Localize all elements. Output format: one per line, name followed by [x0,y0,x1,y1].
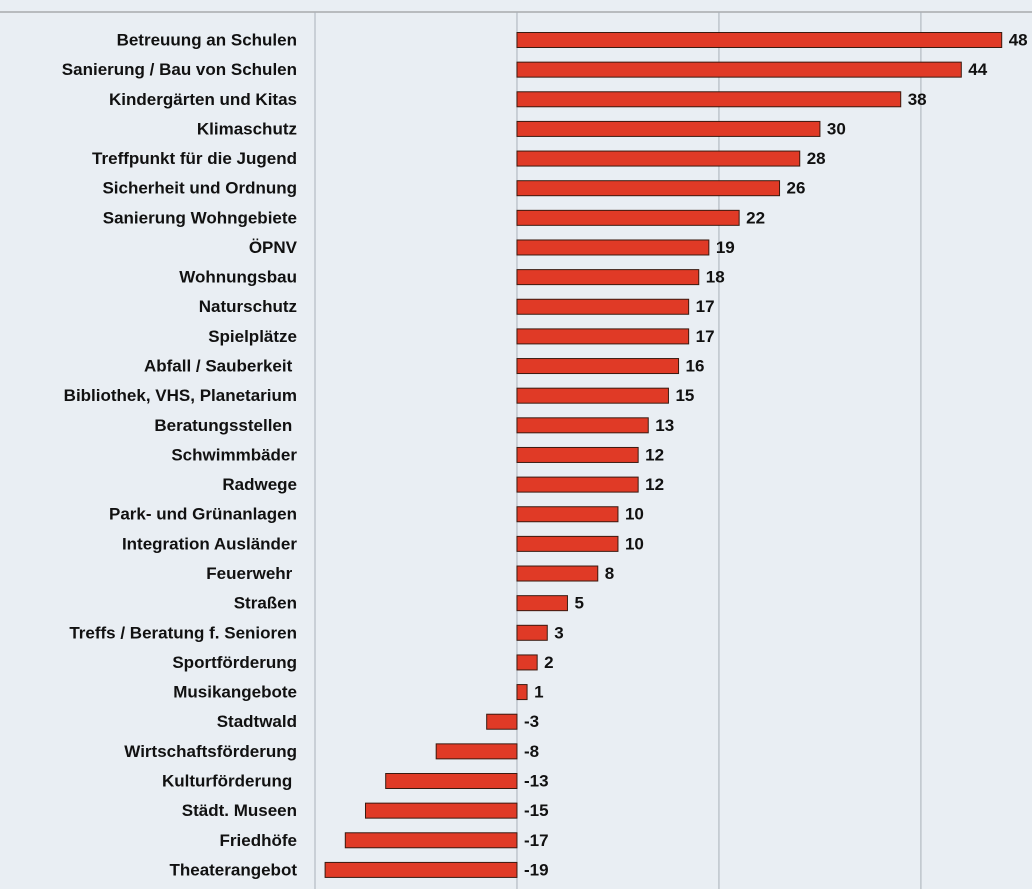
category-label: Spielplätze [208,327,297,346]
category-label: Bibliothek, VHS, Planetarium [64,386,297,405]
value-label: -19 [524,860,549,879]
value-label: 13 [655,416,674,435]
category-label: Straßen [234,594,297,613]
bar [516,387,669,404]
bar [516,120,821,137]
value-label: -8 [524,742,539,761]
value-label: 30 [827,119,846,138]
category-label: Sanierung / Bau von Schulen [62,60,297,79]
value-label: 17 [696,327,715,346]
value-label: 15 [675,386,694,405]
value-label: 19 [716,238,735,257]
value-label: 10 [625,534,644,553]
value-label: 8 [605,564,614,583]
value-label: 17 [696,297,715,316]
value-label: 12 [645,475,664,494]
value-label: -15 [524,801,549,820]
bar [516,298,690,315]
value-label: 44 [968,60,987,79]
bar [516,595,568,612]
category-label: Treffs / Beratung f. Senioren [69,623,297,642]
value-label: 1 [534,683,543,702]
bar [516,654,538,671]
bar [516,417,649,434]
bar [516,269,700,286]
category-label: Theaterangebot [169,860,297,879]
bar [516,180,781,197]
bar [516,150,801,167]
value-label: 38 [908,90,927,109]
bar [486,713,518,730]
bar [516,446,639,463]
bar [516,61,962,78]
category-label: Naturschutz [199,297,297,316]
bar [324,861,518,878]
value-label: 5 [574,594,583,613]
bar [516,535,619,552]
bar [516,328,690,345]
category-label: Sportförderung [172,653,297,672]
value-label: 10 [625,505,644,524]
bar [516,239,710,256]
category-label: Integration Ausländer [122,534,297,553]
category-label: Wohnungsbau [179,268,297,287]
value-label: -17 [524,831,549,850]
bar [516,624,548,641]
bar [364,802,518,819]
category-label: Klimaschutz [197,119,297,138]
value-label: -3 [524,712,539,731]
category-label: Abfall / Sauberkeit [144,357,297,376]
value-label: 2 [544,653,553,672]
category-label: Städt. Museen [182,801,297,820]
bar [516,565,599,582]
bar [516,32,1003,48]
bar [516,91,902,108]
category-label: Friedhöfe [220,831,297,850]
value-label: 16 [686,357,705,376]
category-label: Beratungsstellen [154,416,297,435]
bar [344,832,518,849]
value-label: 18 [706,268,725,287]
bar [516,358,680,375]
value-label: 3 [554,623,563,642]
category-label: Wirtschaftsförderung [124,742,297,761]
category-label: Feuerwehr [206,564,297,583]
value-label: 26 [787,179,806,198]
category-label: Stadtwald [217,712,297,731]
category-label: Sanierung Wohngebiete [103,208,297,227]
bar [516,506,619,523]
category-label: Treffpunkt für die Jugend [92,149,297,168]
category-label: Kindergärten und Kitas [109,90,297,109]
category-label: Radwege [222,475,297,494]
value-label: 22 [746,208,765,227]
bar [516,684,528,701]
category-label: Betreuung an Schulen [117,30,297,49]
category-label: Park- und Grünanlagen [109,505,297,524]
bar [516,476,639,493]
value-label: 28 [807,149,826,168]
value-label: 12 [645,445,664,464]
bar [516,209,740,226]
bar [385,773,518,789]
bar [435,743,518,760]
category-label: ÖPNV [249,238,298,257]
value-label: -13 [524,771,549,790]
category-label: Sicherheit und Ordnung [102,179,297,198]
category-label: Musikangebote [173,683,297,702]
category-label: Kulturförderung [162,771,297,790]
category-label: Schwimmbäder [171,445,297,464]
value-label: 48 [1009,30,1028,49]
